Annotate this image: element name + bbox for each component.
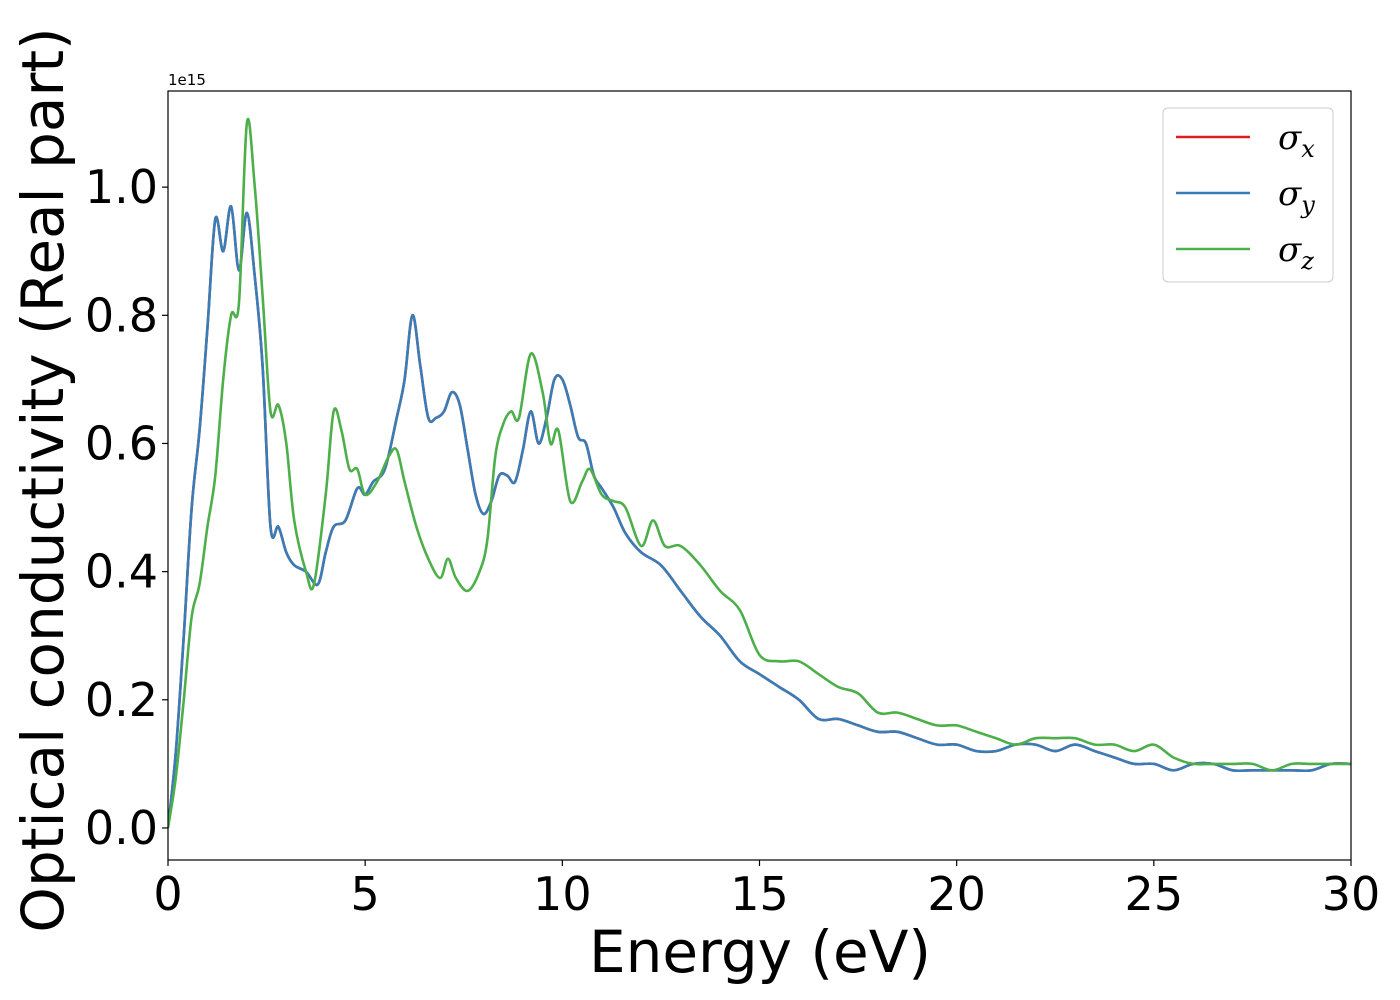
y-tick-label: 0.4 [85, 545, 158, 599]
y-tick-label: 0.8 [85, 288, 158, 342]
plot-area [168, 117, 1351, 829]
x-tick-label: 5 [351, 867, 380, 921]
y-tick-label: 0.2 [85, 673, 158, 727]
x-tick-label: 10 [533, 867, 592, 921]
x-tick-label: 0 [153, 867, 182, 921]
x-tick-label: 25 [1125, 867, 1184, 921]
series-layer [168, 117, 1351, 829]
x-axis-title: Energy (eV) [589, 918, 931, 986]
y-axis-title: Optical conductivity (Real part) [9, 27, 77, 932]
legend-frame [1162, 107, 1334, 283]
x-tick-label: 30 [1322, 867, 1381, 921]
y-tick-label: 1.0 [85, 160, 158, 214]
series-line-z [168, 117, 1351, 829]
y-axis: 0.0 0.2 0.4 0.6 0.8 1.0 [85, 160, 168, 855]
y-scale-label: 1e15 [168, 71, 206, 89]
y-tick-label: 0.0 [85, 801, 158, 855]
x-tick-label: 15 [730, 867, 789, 921]
series-line-y [168, 204, 1351, 829]
x-axis: 0 5 10 15 20 25 30 [153, 860, 1380, 921]
y-tick-label: 0.6 [85, 416, 158, 470]
x-tick-label: 20 [927, 867, 986, 921]
